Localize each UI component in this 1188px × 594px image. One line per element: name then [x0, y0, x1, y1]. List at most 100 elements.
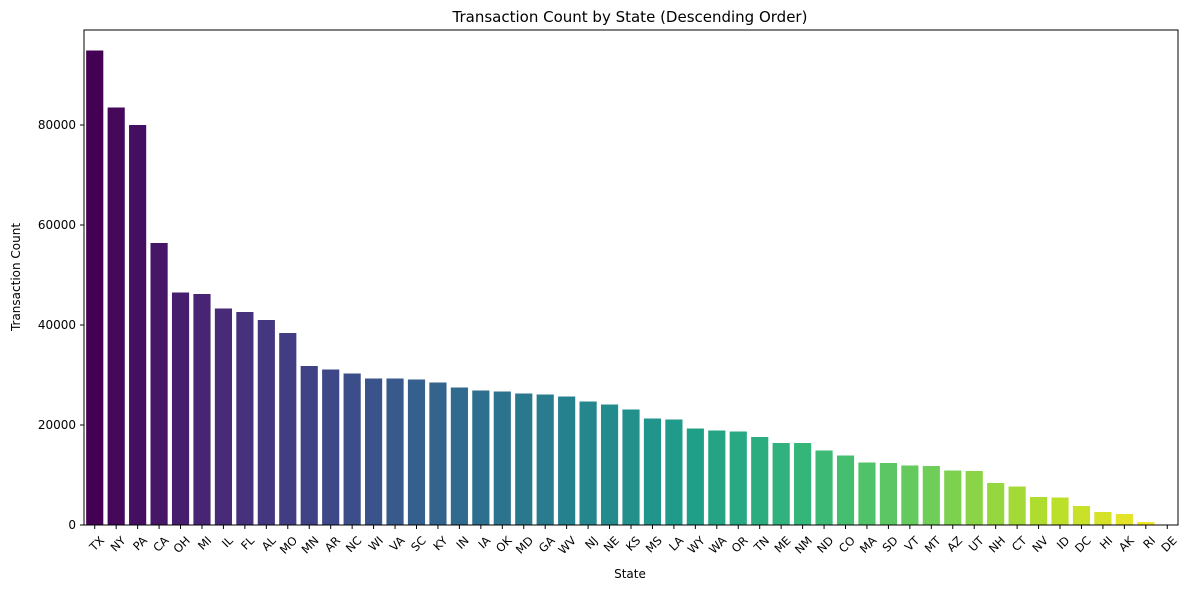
bar-tn	[751, 437, 769, 525]
bar-md	[515, 393, 533, 525]
x-tick-label: OH	[170, 533, 192, 555]
y-tick-label: 60000	[38, 218, 76, 232]
bar-wa	[708, 430, 726, 525]
bars-group	[86, 50, 1176, 525]
x-tick-label: DC	[1072, 533, 1094, 555]
bar-ms	[643, 418, 662, 525]
bar-sc	[407, 379, 426, 525]
x-tick-label: NJ	[582, 533, 600, 551]
x-tick-label: AZ	[944, 533, 965, 554]
x-tick-label: WV	[555, 533, 579, 557]
y-tick-label: 0	[68, 518, 76, 532]
bar-ne	[600, 404, 619, 525]
bar-ar	[322, 369, 340, 525]
x-tick-label: WY	[685, 533, 709, 557]
x-tick-label: MD	[513, 533, 536, 556]
bar-fl	[236, 312, 254, 525]
bar-vt	[901, 465, 919, 525]
x-tick-label: MT	[922, 533, 945, 556]
x-tick-label: DE	[1158, 533, 1179, 554]
bar-nh	[987, 483, 1005, 525]
bar-mo	[279, 333, 297, 525]
bar-in	[450, 387, 468, 525]
x-tick-label: IN	[453, 533, 471, 551]
bar-nv	[1029, 497, 1048, 525]
bar-ks	[622, 409, 640, 525]
x-tick-label: PA	[130, 533, 150, 553]
x-tick-label: MO	[277, 533, 300, 556]
bar-nm	[794, 443, 812, 525]
x-tick-label: NY	[108, 533, 130, 555]
bar-ok	[493, 391, 511, 525]
bar-wv	[558, 396, 576, 525]
x-tick-label: CA	[150, 533, 171, 554]
bar-co	[836, 455, 855, 525]
bar-pa	[129, 125, 147, 525]
bar-ut	[965, 471, 983, 525]
x-tick-label: NV	[1029, 533, 1051, 555]
x-tick-label: NM	[792, 533, 815, 556]
bar-sd	[879, 463, 897, 525]
y-axis-label: Transaction Count	[9, 223, 23, 332]
bar-ky	[429, 382, 447, 525]
x-tick-label: VT	[902, 533, 923, 554]
x-tick-label: NH	[986, 533, 1008, 555]
y-tick-label: 80000	[38, 118, 76, 132]
x-tick-label: GA	[536, 533, 558, 555]
x-tick-label: IL	[219, 533, 236, 550]
x-tick-label: NE	[601, 533, 622, 554]
x-tick-label: CT	[1009, 533, 1030, 554]
chart-title: Transaction Count by State (Descending O…	[452, 8, 808, 26]
bar-wi	[365, 378, 383, 525]
x-tick-label: ME	[771, 533, 793, 555]
bar-ny	[107, 107, 125, 525]
bar-ia	[472, 390, 490, 525]
bar-dc	[1072, 506, 1091, 525]
x-tick-label: KS	[623, 533, 643, 553]
bar-al	[257, 320, 275, 525]
bar-nd	[815, 450, 833, 525]
x-tick-label: HI	[1097, 533, 1115, 551]
bar-ct	[1008, 486, 1026, 525]
x-tick-label: MA	[857, 533, 880, 556]
x-tick-label: OR	[729, 533, 751, 555]
bar-il	[214, 308, 233, 525]
x-tick-label: ID	[1054, 533, 1073, 552]
x-tick-label: MI	[195, 533, 214, 552]
bar-nc	[343, 373, 361, 525]
bar-ca	[150, 243, 168, 525]
x-tick-label: OK	[493, 533, 515, 555]
x-tick-label: AK	[1116, 533, 1137, 554]
x-tick-label: MS	[643, 533, 665, 555]
x-tick-label: ND	[814, 533, 836, 555]
x-tick-label: SC	[408, 533, 429, 554]
bar-la	[665, 419, 683, 525]
bar-or	[729, 431, 747, 525]
x-tick-label: NC	[343, 533, 365, 555]
bar-ak	[1115, 514, 1133, 525]
bar-az	[944, 470, 962, 525]
bar-ga	[536, 394, 554, 525]
bar-tx	[86, 50, 104, 525]
x-tick-label: WI	[366, 533, 386, 553]
x-tick-label: TX	[86, 533, 107, 554]
plot-frame	[83, 29, 1179, 526]
x-tick-label: RI	[1140, 533, 1158, 551]
x-tick-label: IA	[475, 533, 493, 551]
x-tick-label: KY	[430, 533, 451, 554]
bar-id	[1051, 497, 1069, 525]
bar-nj	[579, 401, 597, 525]
y-tick-label: 40000	[38, 318, 76, 332]
x-tick-label: UT	[966, 533, 988, 555]
bar-ri	[1137, 522, 1155, 525]
bar-mn	[300, 366, 318, 525]
x-axis-label: State	[614, 567, 646, 581]
y-axis-ticks: 0 20000 40000 60000 80000	[38, 118, 84, 532]
x-tick-label: WA	[706, 533, 729, 556]
x-tick-label: AL	[259, 533, 279, 553]
bar-va	[386, 378, 404, 525]
bar-mt	[922, 466, 940, 525]
bar-oh	[171, 292, 190, 525]
